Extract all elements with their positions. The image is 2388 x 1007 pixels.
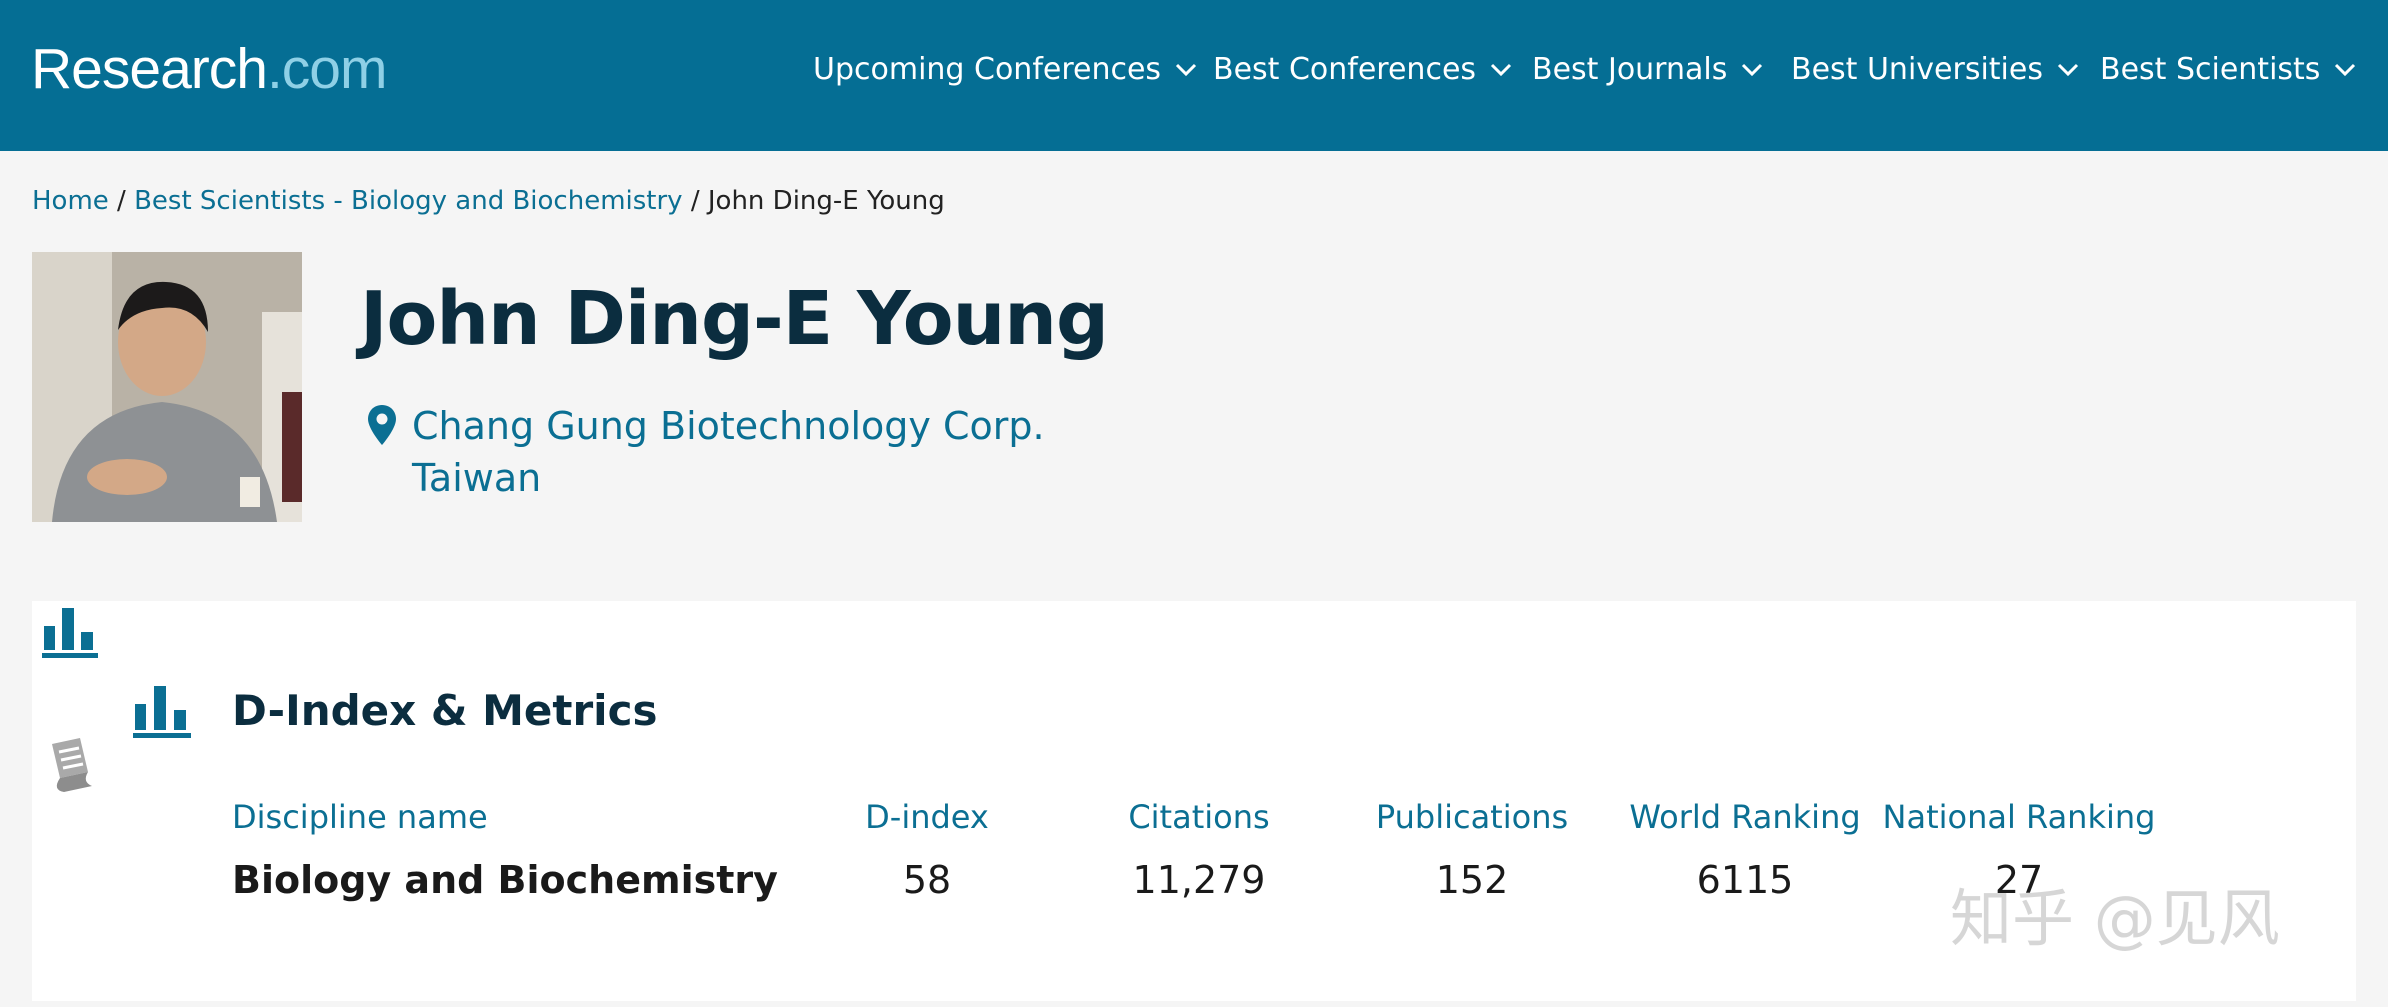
logo-main-text: Research — [31, 37, 268, 101]
institution-link[interactable]: Chang Gung Biotechnology Corp. — [412, 404, 1045, 448]
nav-label: Best Scientists — [2100, 52, 2321, 87]
chevron-down-icon — [2335, 63, 2356, 76]
breadcrumb-separator: / — [682, 186, 708, 216]
breadcrumb: Home / Best Scientists - Biology and Bio… — [32, 186, 945, 216]
country-link[interactable]: Taiwan — [412, 456, 542, 500]
citations-value: 11,279 — [1132, 858, 1266, 902]
chevron-down-icon — [1742, 63, 1763, 76]
profile-photo — [32, 252, 302, 522]
nav-upcoming-conferences[interactable]: Upcoming Conferences — [813, 52, 1197, 87]
location-pin-icon — [368, 405, 396, 445]
watermark: 知乎 @见风 — [1950, 882, 2280, 955]
metrics-card — [32, 601, 2356, 1001]
world-ranking-value: 6115 — [1696, 858, 1794, 902]
scroll-icon[interactable] — [42, 734, 98, 796]
nav-best-universities[interactable]: Best Universities — [1791, 52, 2079, 87]
d-index-value: 58 — [902, 858, 952, 902]
column-header-world-ranking: World Ranking — [1629, 798, 1861, 836]
nav-label: Best Journals — [1532, 52, 1728, 87]
breadcrumb-current: John Ding-E Young — [707, 186, 945, 216]
nav-label: Best Universities — [1791, 52, 2043, 87]
breadcrumb-category-link[interactable]: Best Scientists - Biology and Biochemist… — [134, 186, 683, 216]
main-nav: Upcoming Conferences Best Conferences Be… — [0, 52, 2388, 102]
nav-best-conferences[interactable]: Best Conferences — [1213, 52, 1512, 87]
chevron-down-icon — [1490, 63, 1512, 76]
nav-best-scientists[interactable]: Best Scientists — [2100, 52, 2356, 87]
column-header-d-index: D-index — [865, 798, 989, 836]
discipline-name-link[interactable]: Biology and Biochemistry — [232, 858, 778, 902]
top-navigation-bar: Research.com Upcoming Conferences Best C… — [0, 0, 2388, 151]
nav-label: Best Conferences — [1213, 52, 1477, 87]
nav-label: Upcoming Conferences — [813, 52, 1162, 87]
breadcrumb-home-link[interactable]: Home — [32, 186, 109, 216]
nav-best-journals[interactable]: Best Journals — [1532, 52, 1763, 87]
profile-photo-image — [32, 252, 302, 522]
publications-value: 152 — [1435, 858, 1509, 902]
section-title-metrics: D-Index & Metrics — [232, 686, 658, 735]
column-header-citations: Citations — [1128, 798, 1270, 836]
site-logo[interactable]: Research.com — [31, 36, 388, 102]
national-ranking-value: 27 — [1994, 858, 2044, 902]
column-header-discipline: Discipline name — [232, 798, 488, 836]
affiliation: Chang Gung Biotechnology Corp. Taiwan — [412, 400, 1045, 504]
bar-chart-icon — [133, 686, 191, 738]
logo-domain-text: .com — [266, 37, 388, 101]
chevron-down-icon — [1176, 63, 1197, 76]
breadcrumb-separator: / — [108, 186, 135, 216]
bar-chart-icon[interactable] — [40, 604, 100, 660]
column-header-publications: Publications — [1375, 798, 1569, 836]
scientist-name: John Ding-E Young — [360, 276, 1109, 362]
column-header-national-ranking: National Ranking — [1882, 798, 2156, 836]
chevron-down-icon — [2057, 63, 2079, 76]
